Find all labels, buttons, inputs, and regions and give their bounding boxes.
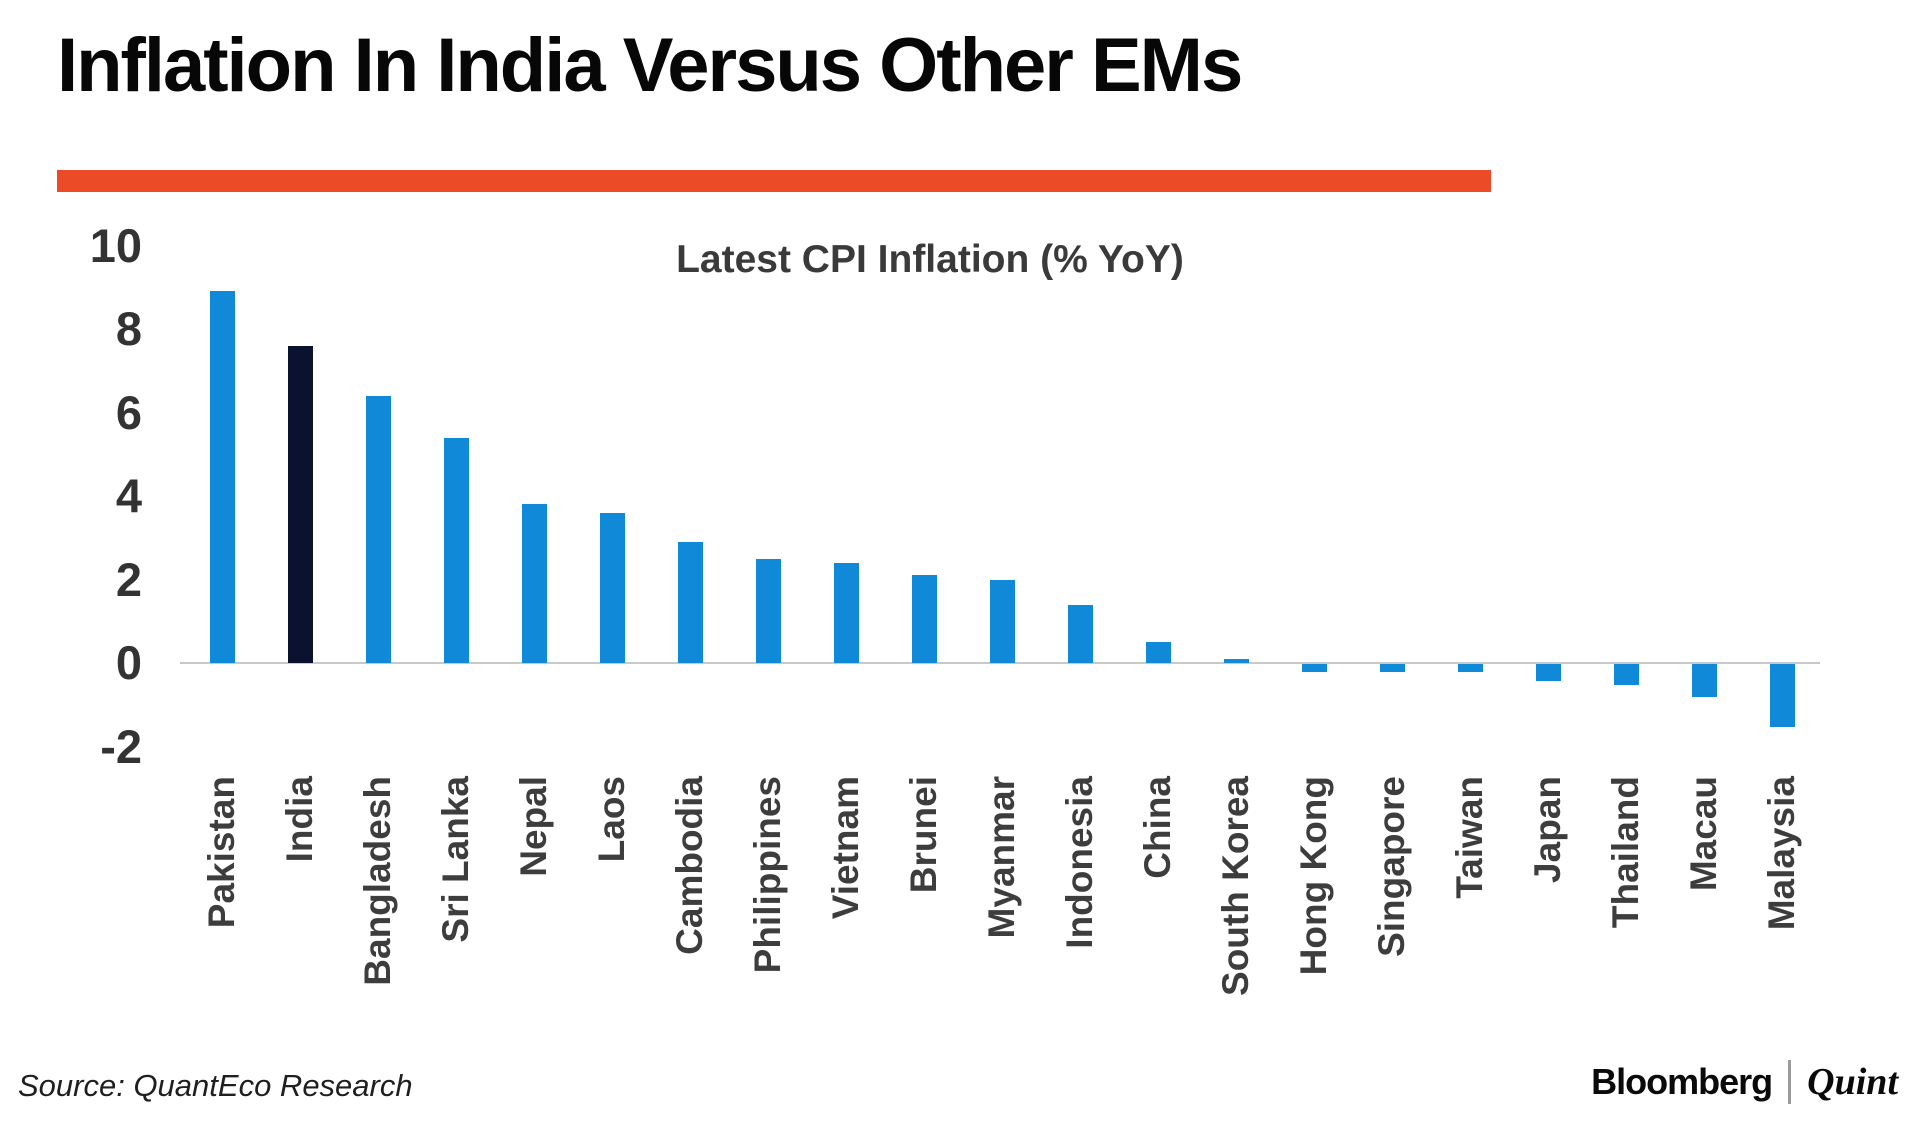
source-note: Source: QuantEco Research	[18, 1068, 413, 1103]
x-label-text-south-korea: South Korea	[1215, 776, 1256, 996]
x-label-text-cambodia: Cambodia	[669, 776, 710, 955]
bar-vietnam	[833, 562, 859, 663]
bar-hong-kong	[1301, 664, 1327, 673]
bar-bangladesh	[365, 395, 391, 663]
bar-thailand	[1613, 664, 1639, 685]
bar-sri-lanka	[443, 437, 469, 663]
x-label-text-laos: Laos	[591, 776, 632, 863]
x-label-sri-lanka: Sri Lanka	[435, 776, 476, 1076]
x-label-laos: Laos	[591, 776, 632, 1076]
x-label-singapore: Singapore	[1371, 776, 1412, 1076]
x-label-text-taiwan: Taiwan	[1449, 776, 1490, 899]
bar-indonesia	[1067, 604, 1093, 663]
bar-brunei	[911, 575, 937, 663]
x-label-text-myanmar: Myanmar	[981, 776, 1022, 939]
x-label-philippines: Philippines	[747, 776, 788, 1076]
x-label-text-pakistan: Pakistan	[201, 776, 242, 929]
x-label-text-brunei: Brunei	[903, 776, 944, 894]
y-tick-2: 2	[115, 552, 142, 606]
x-label-myanmar: Myanmar	[981, 776, 1022, 1076]
y-tick--2: -2	[100, 719, 142, 773]
y-tick-8: 8	[115, 302, 142, 355]
x-label-text-vietnam: Vietnam	[825, 776, 866, 920]
bloomberg-logo-text: Bloomberg	[1591, 1061, 1773, 1102]
x-label-india: India	[279, 776, 320, 1076]
bar-laos	[599, 512, 625, 663]
x-axis-line	[180, 662, 1820, 664]
x-label-brunei: Brunei	[903, 776, 944, 1076]
x-label-text-hong-kong: Hong Kong	[1293, 776, 1334, 976]
bar-philippines	[755, 558, 781, 663]
x-label-text-nepal: Nepal	[513, 776, 554, 877]
x-label-text-thailand: Thailand	[1605, 776, 1646, 929]
y-tick-10: 10	[89, 218, 142, 272]
x-label-cambodia: Cambodia	[669, 776, 710, 1076]
y-tick-6: 6	[115, 385, 142, 439]
page-title: Inflation In India Versus Other EMs	[57, 23, 1243, 108]
x-label-vietnam: Vietnam	[825, 776, 866, 1076]
title-accent-rule	[57, 170, 1491, 192]
x-label-thailand: Thailand	[1605, 776, 1646, 1076]
bar-nepal	[521, 504, 547, 663]
x-label-text-sri-lanka: Sri Lanka	[435, 776, 476, 943]
x-label-text-indonesia: Indonesia	[1059, 776, 1100, 949]
bar-india	[287, 345, 313, 663]
bar-taiwan	[1457, 664, 1483, 673]
bar-macau	[1691, 664, 1717, 698]
x-label-bangladesh: Bangladesh	[357, 776, 398, 1076]
quint-logo-text: Quint	[1807, 1061, 1898, 1103]
bar-south-korea	[1223, 658, 1249, 663]
x-label-pakistan: Pakistan	[201, 776, 242, 1076]
y-tick-4: 4	[115, 469, 142, 522]
x-label-text-philippines: Philippines	[747, 776, 788, 974]
x-label-macau: Macau	[1683, 776, 1724, 1076]
x-label-taiwan: Taiwan	[1449, 776, 1490, 1076]
x-label-text-macau: Macau	[1683, 776, 1724, 892]
brand-logo: Bloomberg Quint	[1591, 1060, 1898, 1104]
bar-singapore	[1379, 664, 1405, 673]
bar-myanmar	[989, 579, 1015, 663]
x-label-text-singapore: Singapore	[1371, 776, 1412, 957]
x-label-indonesia: Indonesia	[1059, 776, 1100, 1076]
x-label-hong-kong: Hong Kong	[1293, 776, 1334, 1076]
bar-cambodia	[677, 541, 703, 663]
x-label-text-malaysia: Malaysia	[1761, 776, 1802, 931]
x-label-china: China	[1137, 776, 1178, 1076]
x-label-text-bangladesh: Bangladesh	[357, 776, 398, 986]
bar-japan	[1535, 664, 1561, 681]
logo-divider	[1788, 1060, 1792, 1104]
chart-subtitle: Latest CPI Inflation (% YoY)	[676, 238, 1184, 281]
bar-malaysia	[1769, 664, 1795, 727]
x-label-south-korea: South Korea	[1215, 776, 1256, 1076]
y-tick-0: 0	[115, 636, 142, 689]
x-label-text-india: India	[279, 776, 320, 863]
x-label-text-japan: Japan	[1527, 776, 1568, 883]
bar-pakistan	[209, 291, 235, 663]
x-label-malaysia: Malaysia	[1761, 776, 1802, 1076]
x-label-japan: Japan	[1527, 776, 1568, 1076]
bar-china	[1145, 642, 1171, 663]
x-label-text-china: China	[1137, 776, 1178, 879]
x-label-nepal: Nepal	[513, 776, 554, 1076]
